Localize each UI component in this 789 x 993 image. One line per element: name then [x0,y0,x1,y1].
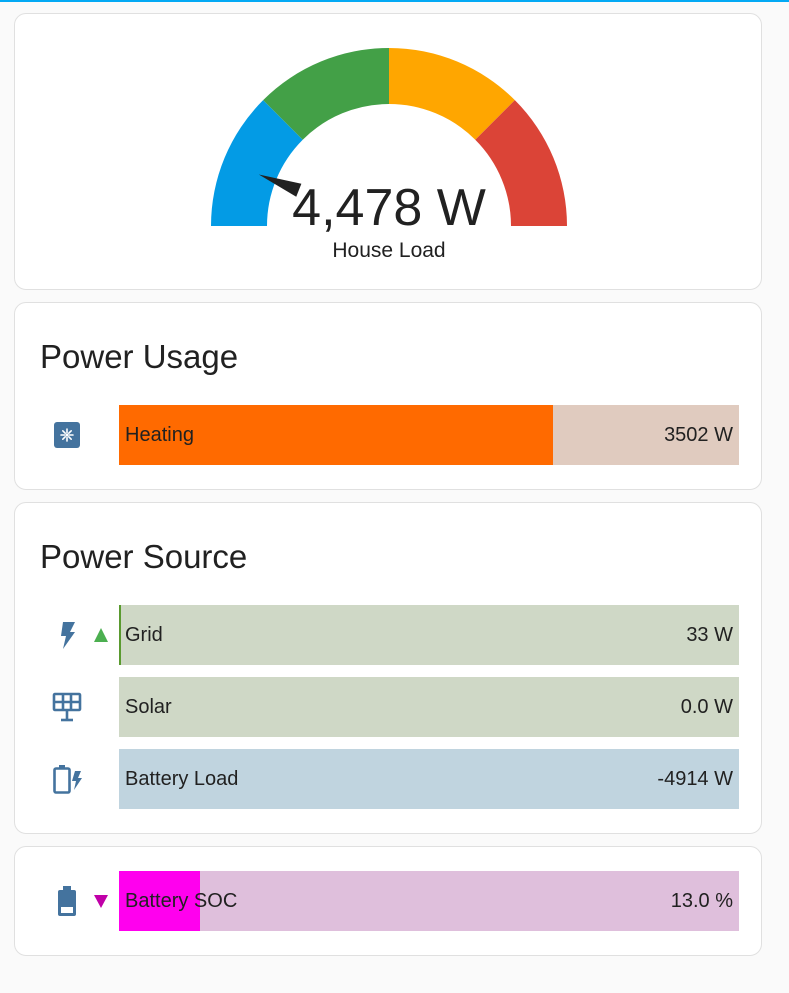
bar-fill [119,871,200,931]
card-title: Power Source [40,538,248,575]
trend-up-icon [94,628,108,642]
power-usage-card: Power Usage Heating 3502 W [14,302,762,490]
bar-grid: Grid 33 W [119,605,739,665]
bar-heating: Heating 3502 W [119,405,739,465]
gauge-segment-normal [263,48,389,140]
gauge-card[interactable]: 4,478 W House Load [14,13,762,290]
gauge-dial [211,48,567,226]
bar-value: -4914 W [657,768,733,790]
bar-value: 33 W [686,624,733,646]
bar-row-grid[interactable]: Grid 33 W [15,605,763,665]
gauge-label: House Load [332,239,446,262]
bar-label: Battery SOC [125,890,238,912]
bar-solar: Solar 0.0 W [119,677,739,737]
trend-down-icon [94,895,108,908]
bar-battery-load: Battery Load -4914 W [119,749,739,809]
card-title: Power Usage [40,338,239,375]
gauge-needle [258,174,302,197]
bar-battery-soc: Battery SOC 13.0 % [119,871,739,931]
bar-row-heating[interactable]: Heating 3502 W [15,405,763,465]
bar-label: Grid [125,624,163,646]
bar-value: 3502 W [664,424,733,446]
bar-label: Solar [125,696,172,718]
bar-fill [119,405,553,465]
battery-icon [58,886,76,916]
battery-charging-icon [53,765,82,794]
gauge-segment-critical [475,100,567,226]
bar-label: Heating [125,424,194,446]
power-source-card: Power Source Grid 33 W Solar [14,502,762,834]
bar-row-battery-load[interactable]: Battery Load -4914 W [15,749,763,809]
solar-panel-icon [52,692,82,722]
heat-pump-icon [54,422,80,448]
gauge-segment-low [211,100,303,226]
transmission-tower-icon [61,622,75,649]
bar-row-battery-soc[interactable]: Battery SOC 13.0 % [15,871,763,931]
bar-value: 0.0 W [680,696,733,718]
bar-fill [119,605,121,665]
gauge-value: 4,478 W [292,179,486,237]
gauge-segment-high [389,48,515,140]
bar-value: 13.0 % [670,890,733,912]
bar-row-solar[interactable]: Solar 0.0 W [15,677,763,737]
battery-soc-card: Battery SOC 13.0 % [14,846,762,956]
bar-label: Battery Load [125,768,239,790]
header-accent-line [0,0,789,2]
